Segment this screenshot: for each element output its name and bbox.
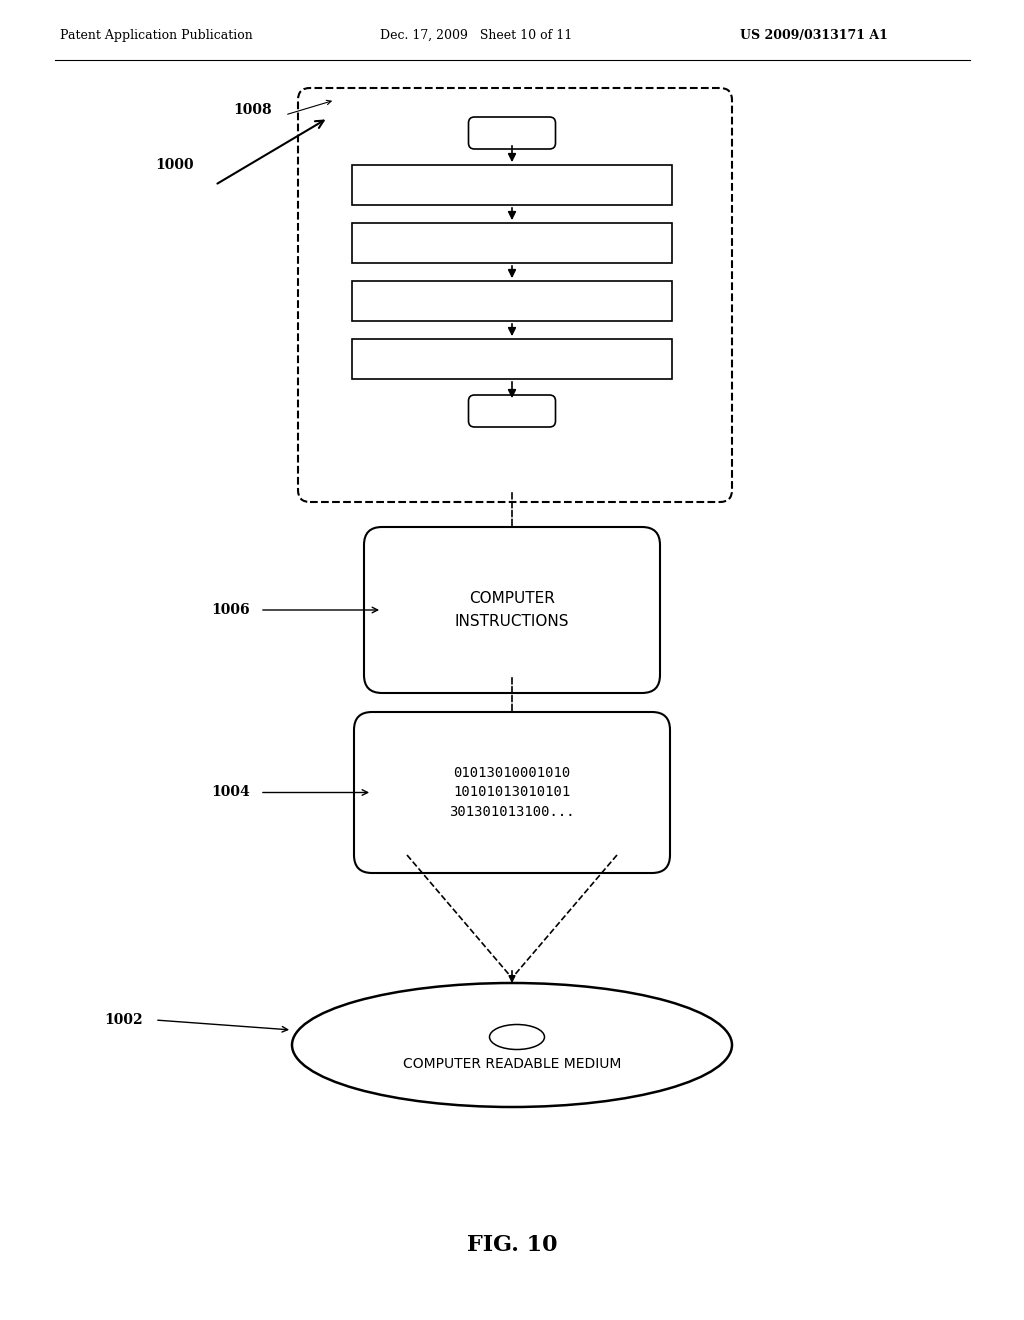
- FancyBboxPatch shape: [469, 117, 555, 149]
- FancyBboxPatch shape: [364, 527, 660, 693]
- Ellipse shape: [489, 1024, 545, 1049]
- Text: Dec. 17, 2009   Sheet 10 of 11: Dec. 17, 2009 Sheet 10 of 11: [380, 29, 572, 41]
- FancyBboxPatch shape: [469, 395, 555, 426]
- FancyBboxPatch shape: [298, 88, 732, 502]
- Text: US 2009/0313171 A1: US 2009/0313171 A1: [740, 29, 888, 41]
- Text: COMPUTER
INSTRUCTIONS: COMPUTER INSTRUCTIONS: [455, 591, 569, 628]
- Text: 1000: 1000: [155, 158, 194, 172]
- Ellipse shape: [292, 983, 732, 1107]
- Bar: [352, 165, 672, 205]
- Text: 1002: 1002: [104, 1012, 143, 1027]
- Text: FIG. 10: FIG. 10: [467, 1234, 557, 1257]
- Bar: [352, 281, 672, 321]
- Text: 1006: 1006: [211, 603, 250, 616]
- FancyBboxPatch shape: [354, 711, 670, 873]
- Text: 1008: 1008: [233, 103, 272, 117]
- Text: 01013010001010
10101013010101
301301013100...: 01013010001010 10101013010101 3013010131…: [450, 766, 574, 818]
- Text: Patent Application Publication: Patent Application Publication: [60, 29, 253, 41]
- Text: COMPUTER READABLE MEDIUM: COMPUTER READABLE MEDIUM: [402, 1057, 622, 1071]
- Text: 1004: 1004: [211, 785, 250, 800]
- Bar: [352, 223, 672, 263]
- Bar: [352, 339, 672, 379]
